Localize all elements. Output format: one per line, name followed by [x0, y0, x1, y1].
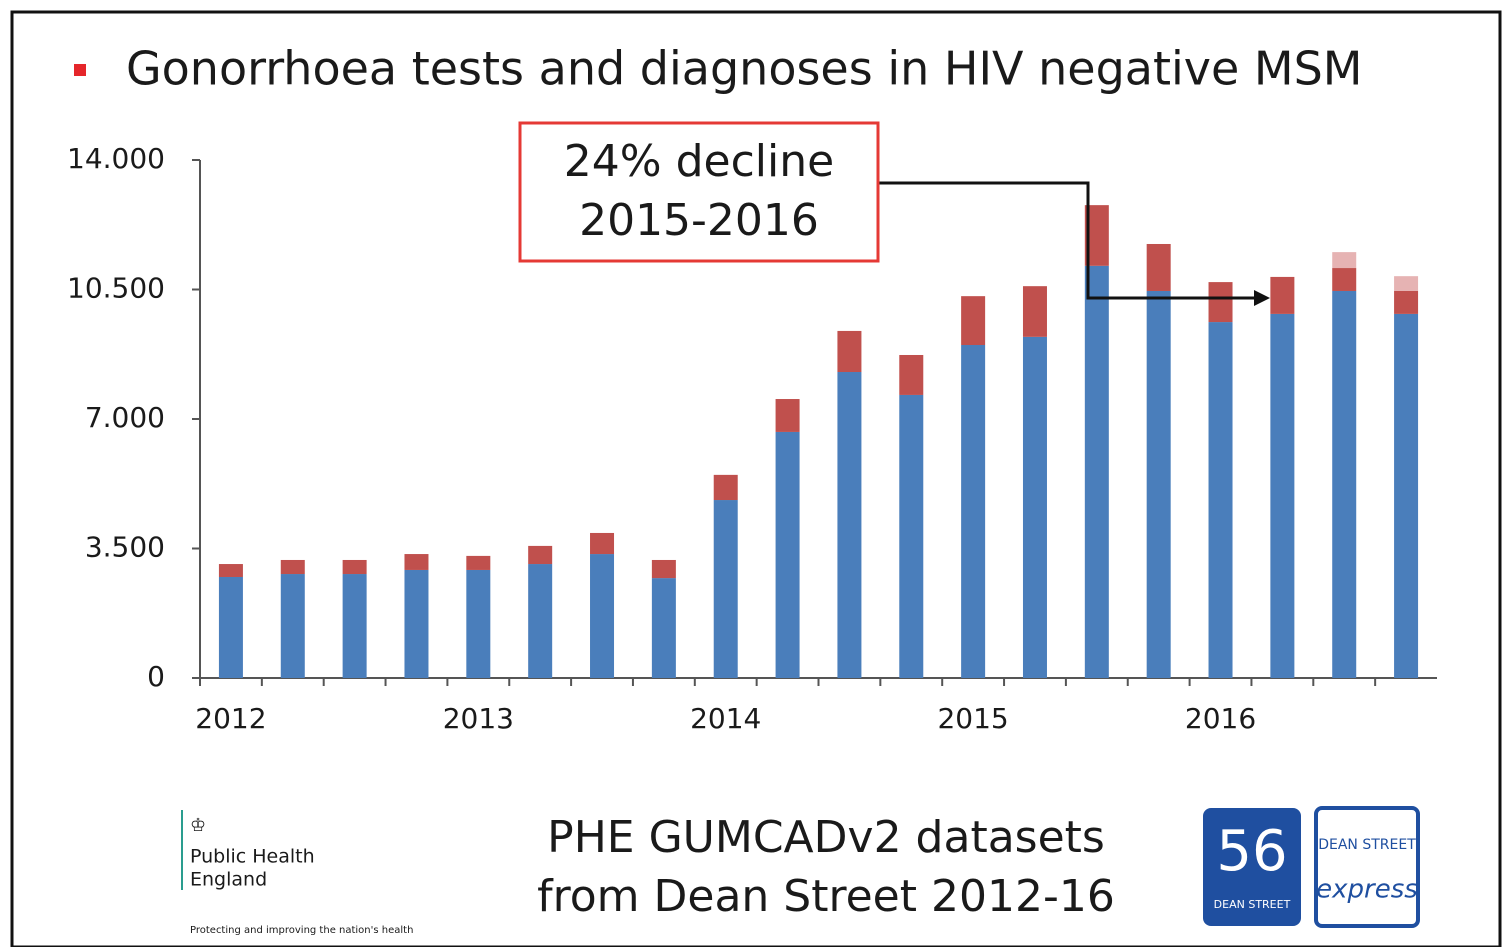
- express-logo-text: express: [1316, 875, 1418, 905]
- bar-segment: [218, 564, 243, 577]
- x-tick-label: 2015: [937, 702, 1008, 735]
- bar-segment: [1022, 286, 1047, 337]
- bar-segment: [404, 554, 429, 570]
- plot: 0 3.500 7.000 10.500 14.000 2012 2013 2014 2015 2…: [67, 142, 1419, 735]
- bar-segment: [899, 394, 924, 678]
- bar-segment: [1208, 282, 1233, 323]
- bar-segment: [528, 545, 553, 565]
- bar-segment: [837, 372, 862, 678]
- bar-segment: [590, 532, 615, 555]
- bar-segment: [590, 554, 615, 678]
- bar-segment: [1146, 243, 1171, 291]
- y-tick-label: 3.500: [85, 531, 165, 564]
- bar-segment: [342, 574, 367, 678]
- bar-segment: [404, 569, 429, 678]
- bar-segment: [1332, 252, 1357, 269]
- bar-segment: [1332, 290, 1357, 678]
- bar-segment: [961, 345, 986, 678]
- bar-segment: [837, 330, 862, 373]
- x-tick-label: 2013: [443, 702, 514, 735]
- bar-segment: [1270, 313, 1295, 678]
- bar-segment: [713, 500, 738, 678]
- y-tick-label: 14.000: [67, 142, 165, 175]
- source: from Dean Street 2012-16: [537, 871, 1115, 922]
- bar-segment: [1332, 268, 1357, 291]
- bullet: [74, 64, 86, 76]
- phe-logo: England: [190, 869, 267, 891]
- bar-segment: [466, 555, 491, 570]
- express-logo-text: DEAN STREET: [1318, 837, 1416, 853]
- x-tick-label: 2014: [690, 702, 761, 735]
- bar-segment: [775, 431, 800, 678]
- bar-segment: [1394, 313, 1419, 678]
- chart-title: Gonorrhoea tests and diagnoses in HIV ne…: [126, 42, 1363, 96]
- bar-segment: [1022, 336, 1047, 678]
- annotation: 24% decline: [564, 136, 834, 187]
- x-tick-label: 2016: [1185, 702, 1256, 735]
- y-tick-label: 10.500: [67, 272, 165, 305]
- x-tick-label: 2012: [195, 702, 266, 735]
- bar-segment: [528, 564, 553, 678]
- bar-segment: [1394, 276, 1419, 291]
- bar-segment: [466, 569, 491, 678]
- annotation: 2015-2016: [579, 195, 819, 246]
- phe-crest: ♔: [190, 815, 206, 836]
- bar-segment: [1084, 265, 1109, 678]
- bar-segment: [713, 474, 738, 501]
- arrow: [878, 181, 1262, 300]
- annotation-box: [518, 121, 880, 263]
- arrow-head: [1254, 290, 1270, 306]
- bar-segment: [961, 296, 986, 345]
- bar-segment: [1270, 276, 1295, 314]
- bar-segment: [1146, 290, 1171, 678]
- bar-segment: [651, 559, 676, 579]
- y-tick-label: 7.000: [85, 401, 165, 434]
- phe-tagline: Protecting and improving the nation's he…: [190, 925, 413, 936]
- bar-segment: [775, 399, 800, 432]
- bar-segment: [1208, 322, 1233, 678]
- dean-logo-text: 56: [1216, 819, 1287, 884]
- bar-segment: [899, 354, 924, 395]
- bar-segment: [218, 576, 243, 678]
- bar-segment: [1394, 290, 1419, 314]
- bar-segment: [342, 559, 367, 575]
- bar-segment: [280, 574, 305, 678]
- bar-segment: [651, 578, 676, 678]
- dean-logo-sub: DEAN STREET: [1214, 898, 1291, 911]
- phe-logo: Public Health: [190, 846, 315, 868]
- express-logo: [1314, 806, 1420, 928]
- y-tick-label: 0: [147, 660, 165, 693]
- dean-logo: [1203, 808, 1301, 926]
- source: PHE GUMCADv2 datasets: [547, 812, 1105, 863]
- bar-segment: [280, 559, 305, 575]
